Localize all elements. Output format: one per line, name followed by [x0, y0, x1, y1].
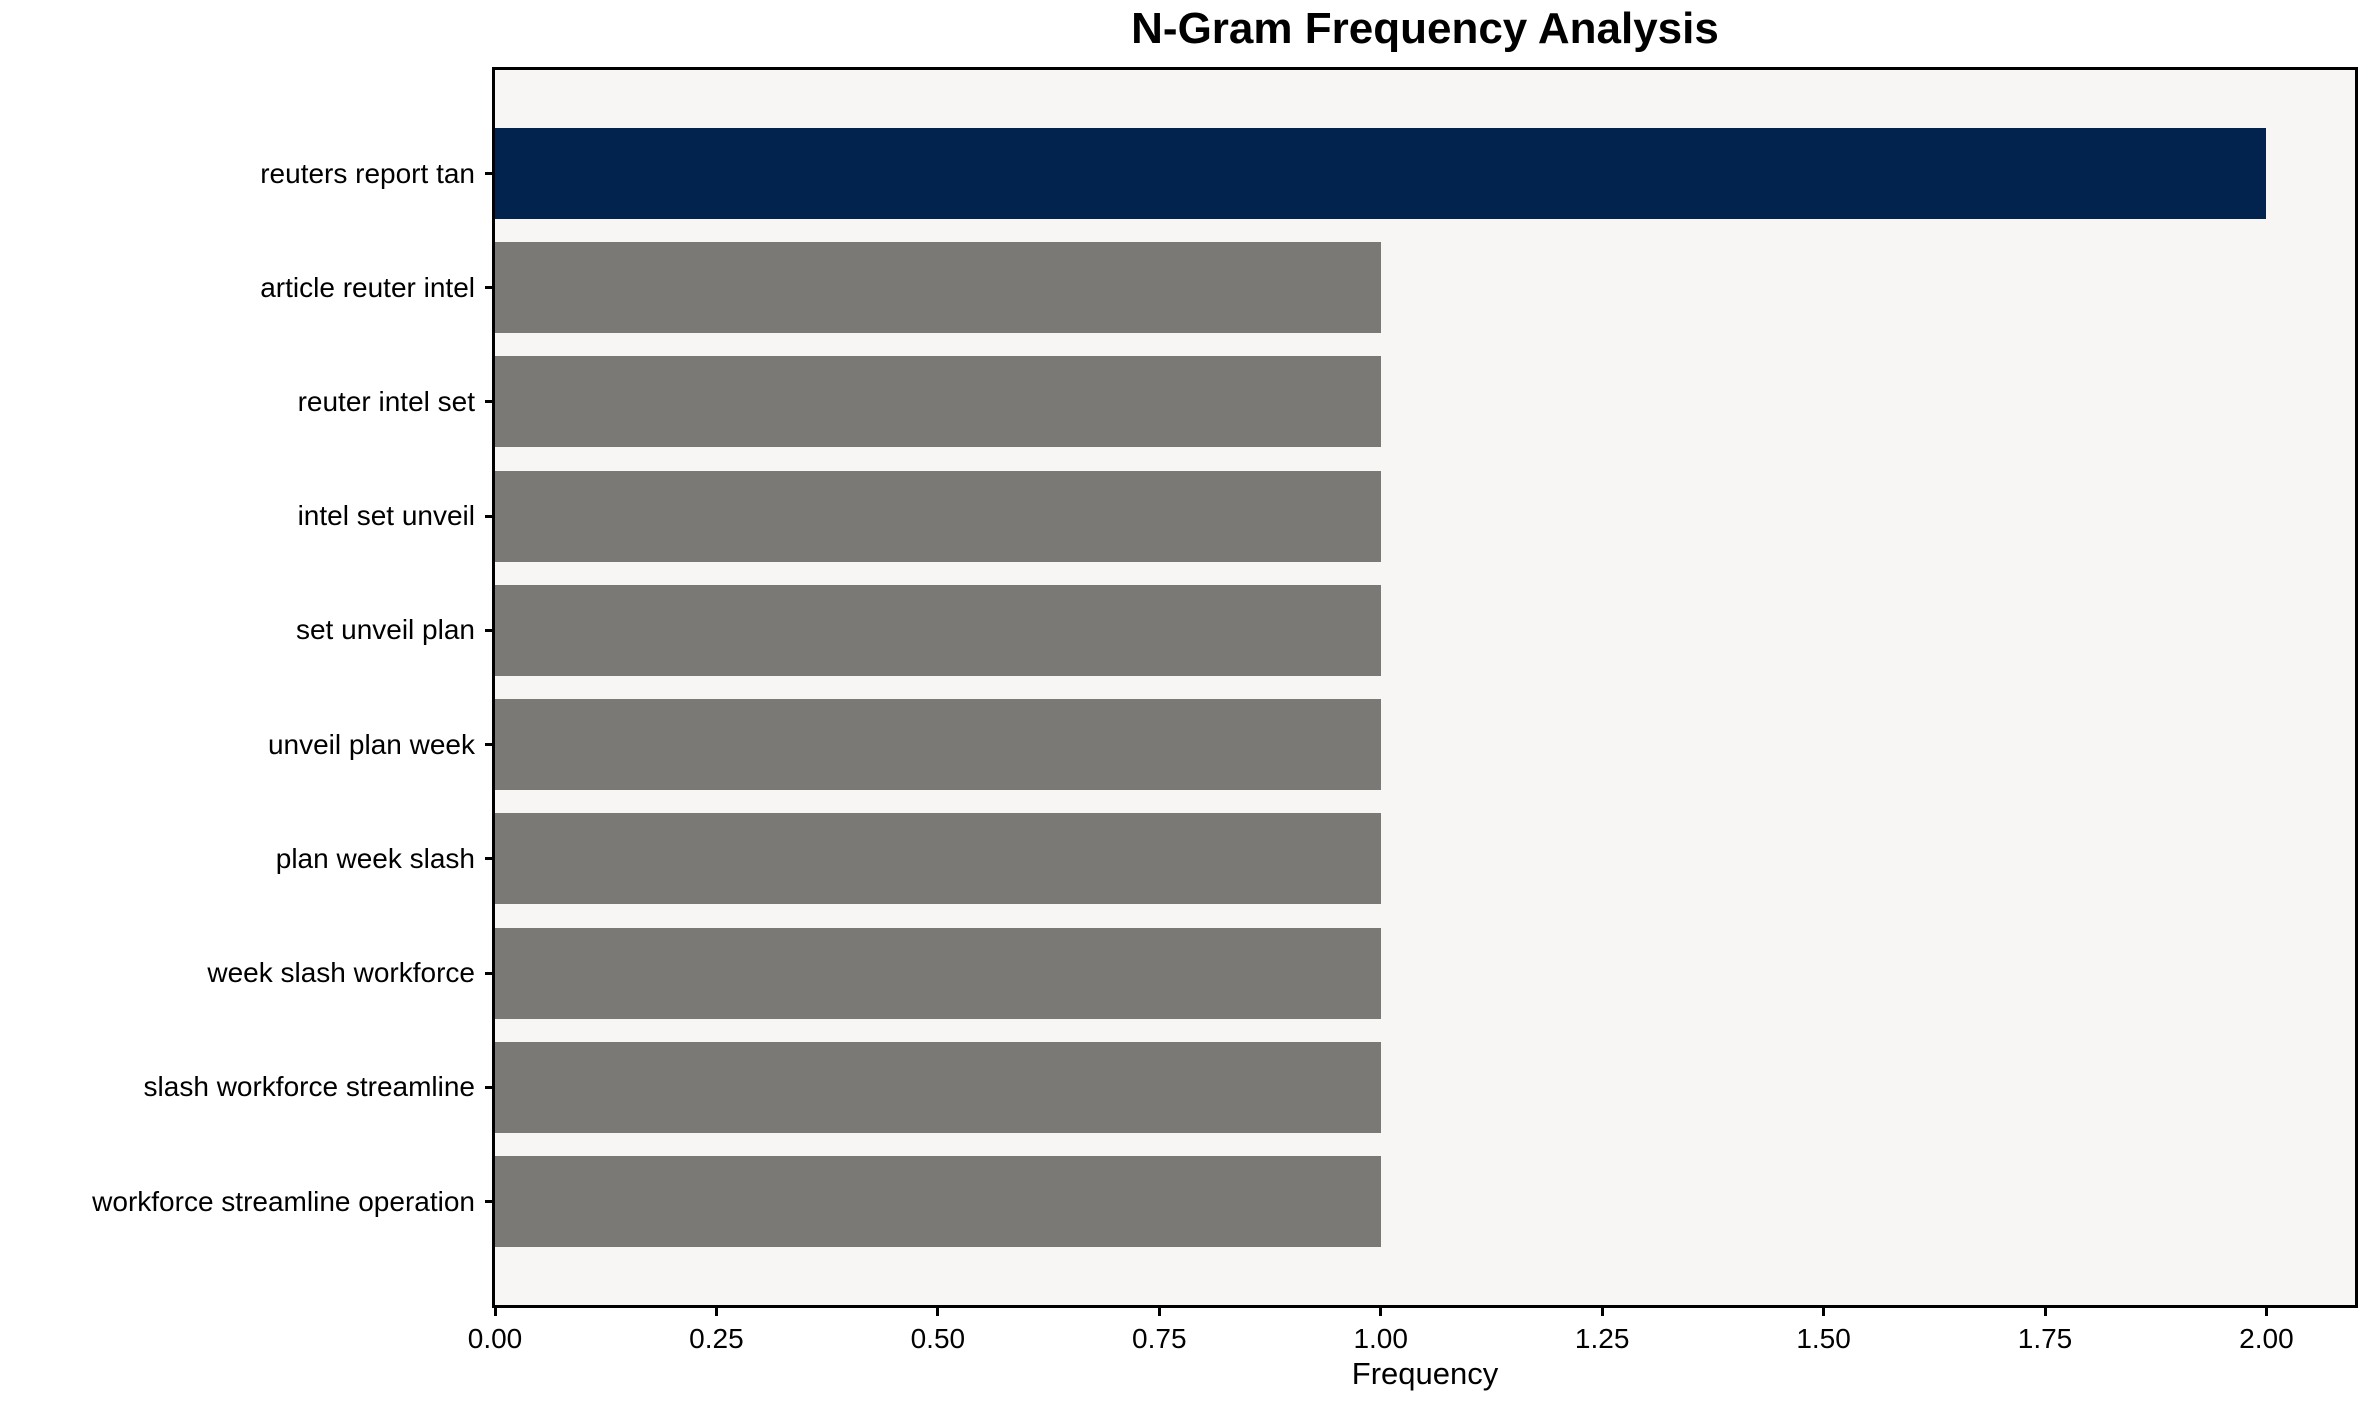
x-tick-label: 0.00	[467, 1323, 523, 1354]
y-tick-label: workforce streamline operation	[92, 1185, 475, 1217]
x-tick-label: 1.00	[1353, 1323, 1408, 1354]
y-tick-mark	[485, 286, 495, 290]
y-tick-mark	[485, 857, 495, 861]
y-tick-mark	[485, 1200, 495, 1203]
chart-title: N-Gram Frequency Analysis	[1131, 4, 1719, 53]
x-tick-mark	[1157, 1305, 1161, 1316]
frequency-bar	[495, 1156, 1381, 1247]
x-tick-label: 1.50	[1796, 1323, 1851, 1354]
x-tick-mark	[493, 1305, 497, 1316]
x-tick-mark	[1379, 1305, 1383, 1316]
y-tick-mark	[485, 1085, 495, 1089]
frequency-bar	[495, 813, 1381, 905]
x-tick-mark	[1600, 1305, 1604, 1316]
y-tick-mark	[485, 514, 495, 518]
y-tick-mark	[485, 172, 495, 175]
x-tick-label: 0.50	[910, 1323, 966, 1354]
frequency-bar	[495, 1041, 1381, 1133]
frequency-bar	[495, 699, 1381, 791]
y-tick-label: set unveil plan	[295, 614, 475, 646]
y-tick-label: intel set unveil	[297, 500, 475, 532]
y-tick-label: unveil plan week	[267, 728, 475, 760]
x-tick-mark	[2264, 1305, 2268, 1316]
frequency-bar	[495, 356, 1381, 448]
x-axis-label: Frequency	[1351, 1356, 1499, 1391]
y-tick-label: plan week slash	[275, 842, 475, 874]
frequency-bar	[495, 128, 2267, 219]
y-tick-mark	[485, 628, 495, 632]
frequency-bar	[495, 584, 1381, 676]
y-tick-mark	[485, 971, 495, 975]
frequency-bar	[495, 242, 1381, 334]
x-tick-label: 2.00	[2239, 1323, 2294, 1354]
x-tick-mark	[1822, 1305, 1826, 1316]
x-tick-label: 0.25	[689, 1323, 744, 1354]
y-tick-label: article reuter intel	[260, 271, 475, 303]
y-tick-label: reuters report tan	[260, 157, 475, 189]
x-tick-mark	[2043, 1305, 2047, 1316]
y-tick-label: slash workforce streamline	[143, 1071, 475, 1103]
y-tick-mark	[485, 743, 495, 747]
y-tick-label: reuter intel set	[297, 385, 475, 417]
frequency-bar	[495, 470, 1381, 562]
x-tick-mark	[936, 1305, 940, 1316]
plot-area	[492, 67, 2358, 1308]
y-tick-mark	[485, 400, 495, 404]
y-tick-label: week slash workforce	[207, 957, 475, 989]
x-tick-label: 0.75	[1132, 1323, 1187, 1354]
x-tick-label: 1.75	[2017, 1323, 2073, 1354]
x-tick-mark	[714, 1305, 718, 1316]
frequency-bar	[495, 927, 1381, 1019]
x-tick-label: 1.25	[1574, 1323, 1630, 1354]
